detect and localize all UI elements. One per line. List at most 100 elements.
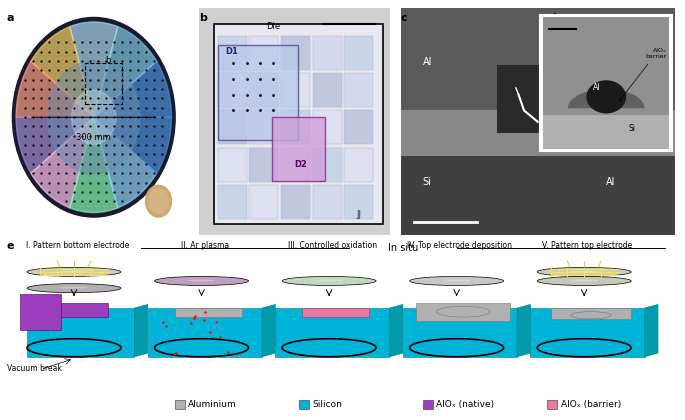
Text: II. Ar plasma: II. Ar plasma: [181, 241, 229, 250]
FancyBboxPatch shape: [249, 110, 278, 144]
Wedge shape: [70, 22, 118, 117]
Ellipse shape: [188, 280, 216, 281]
Text: I. Pattern bottom electrode: I. Pattern bottom electrode: [25, 241, 129, 250]
Polygon shape: [497, 65, 579, 133]
Circle shape: [71, 90, 116, 144]
Polygon shape: [568, 89, 645, 108]
Wedge shape: [94, 27, 157, 117]
Polygon shape: [54, 302, 108, 317]
FancyBboxPatch shape: [547, 400, 558, 409]
Text: AlOₓ
barrier: AlOₓ barrier: [619, 48, 667, 101]
FancyBboxPatch shape: [345, 148, 373, 182]
Ellipse shape: [60, 287, 88, 289]
Circle shape: [145, 185, 171, 217]
FancyBboxPatch shape: [345, 73, 373, 107]
FancyBboxPatch shape: [281, 73, 310, 107]
Polygon shape: [403, 308, 517, 357]
Text: Si: Si: [628, 124, 635, 133]
FancyBboxPatch shape: [249, 148, 278, 182]
FancyBboxPatch shape: [313, 148, 342, 182]
Wedge shape: [94, 117, 171, 173]
Circle shape: [149, 189, 169, 214]
Text: Al: Al: [606, 177, 616, 187]
FancyBboxPatch shape: [218, 73, 247, 107]
FancyBboxPatch shape: [281, 185, 310, 219]
Text: D1: D1: [225, 47, 238, 56]
FancyBboxPatch shape: [345, 185, 373, 219]
Polygon shape: [401, 156, 675, 235]
Text: AlOₓ (native): AlOₓ (native): [436, 400, 495, 409]
FancyBboxPatch shape: [345, 110, 373, 144]
Ellipse shape: [155, 276, 249, 286]
FancyBboxPatch shape: [281, 110, 310, 144]
Ellipse shape: [570, 270, 598, 272]
Text: D2: D2: [295, 160, 308, 169]
Polygon shape: [530, 308, 645, 357]
Text: b: b: [199, 13, 206, 23]
Polygon shape: [27, 308, 134, 357]
Ellipse shape: [27, 284, 121, 293]
Polygon shape: [134, 304, 148, 357]
Wedge shape: [94, 117, 157, 208]
FancyBboxPatch shape: [401, 8, 675, 235]
Wedge shape: [31, 27, 94, 117]
FancyBboxPatch shape: [175, 400, 185, 409]
FancyBboxPatch shape: [218, 36, 247, 70]
Text: III. Controlled oxidation: III. Controlled oxidation: [288, 241, 377, 250]
FancyBboxPatch shape: [543, 18, 669, 149]
Ellipse shape: [537, 276, 631, 286]
FancyBboxPatch shape: [281, 36, 310, 70]
Text: IV. Top electrode deposition: IV. Top electrode deposition: [408, 241, 512, 250]
Wedge shape: [70, 117, 118, 213]
FancyBboxPatch shape: [249, 185, 278, 219]
Text: Vacuum break: Vacuum break: [7, 364, 62, 373]
Text: e: e: [7, 241, 14, 251]
FancyBboxPatch shape: [345, 36, 373, 70]
Ellipse shape: [443, 280, 471, 281]
Polygon shape: [645, 304, 658, 357]
Text: JJ: JJ: [356, 210, 361, 219]
Wedge shape: [16, 61, 94, 117]
FancyBboxPatch shape: [214, 24, 383, 224]
FancyBboxPatch shape: [313, 185, 342, 219]
Polygon shape: [175, 308, 242, 317]
Ellipse shape: [171, 276, 232, 286]
Text: c: c: [401, 13, 408, 23]
Text: AlOₓ (barrier): AlOₓ (barrier): [560, 400, 621, 409]
FancyBboxPatch shape: [313, 36, 342, 70]
Text: a: a: [7, 13, 14, 23]
Ellipse shape: [295, 277, 362, 285]
FancyBboxPatch shape: [218, 45, 299, 140]
Polygon shape: [517, 304, 530, 357]
FancyBboxPatch shape: [249, 73, 278, 107]
Polygon shape: [416, 302, 510, 321]
Text: b: b: [105, 56, 110, 65]
Circle shape: [587, 81, 625, 113]
Polygon shape: [390, 304, 403, 357]
FancyBboxPatch shape: [281, 148, 310, 182]
Ellipse shape: [315, 280, 343, 281]
FancyBboxPatch shape: [313, 73, 342, 107]
Polygon shape: [262, 304, 275, 357]
Polygon shape: [302, 308, 369, 317]
Text: 300 mm: 300 mm: [77, 133, 111, 142]
FancyBboxPatch shape: [271, 117, 325, 181]
Polygon shape: [21, 294, 60, 330]
Text: Si: Si: [423, 177, 432, 187]
FancyBboxPatch shape: [313, 110, 342, 144]
Polygon shape: [543, 115, 669, 149]
Text: In situ: In situ: [388, 244, 418, 253]
Polygon shape: [401, 110, 675, 156]
Text: Silicon: Silicon: [312, 400, 342, 409]
Circle shape: [12, 18, 175, 217]
Wedge shape: [31, 117, 94, 208]
FancyBboxPatch shape: [218, 148, 247, 182]
Text: Al: Al: [423, 57, 432, 67]
Text: Al: Al: [593, 83, 600, 92]
Ellipse shape: [282, 276, 376, 286]
Text: d: d: [549, 13, 556, 23]
Text: V. Pattern top electrode: V. Pattern top electrode: [543, 241, 633, 250]
Ellipse shape: [570, 280, 598, 281]
Text: Aluminium: Aluminium: [188, 400, 237, 409]
Text: Die: Die: [266, 22, 280, 31]
